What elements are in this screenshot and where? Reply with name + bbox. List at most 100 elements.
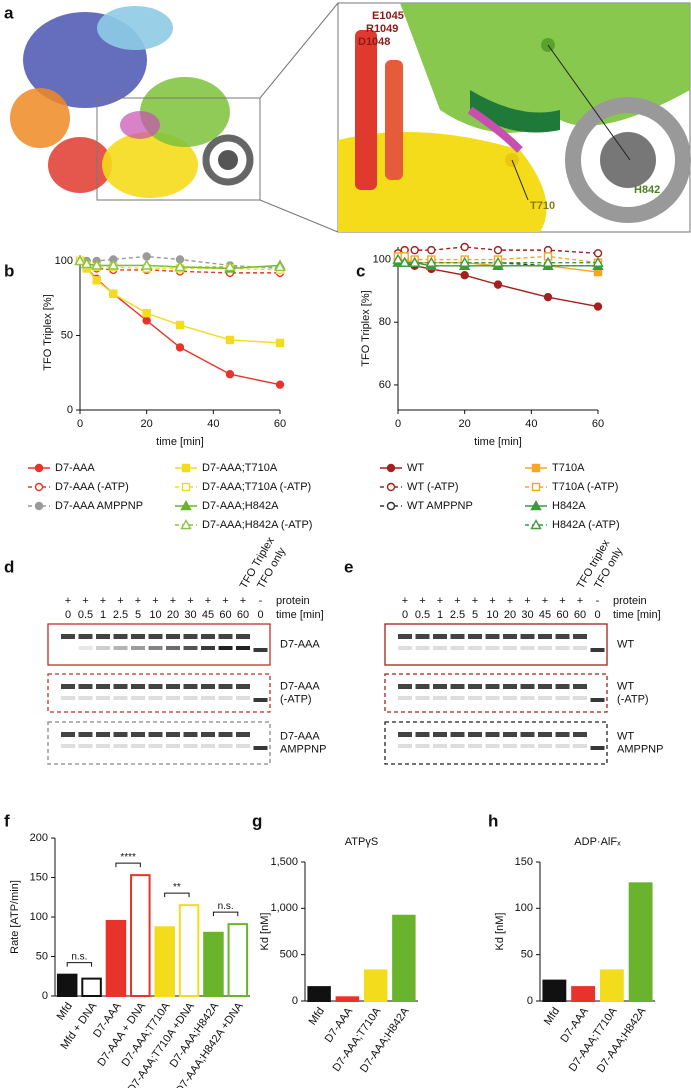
x-tick-label: 0 <box>77 418 83 430</box>
y-tick-label: 100 <box>55 255 73 267</box>
gel-band <box>520 634 535 639</box>
bar <box>307 986 331 1002</box>
gel-band <box>96 684 110 689</box>
y-tick-label: 200 <box>30 832 48 844</box>
x-tick-label: 20 <box>459 418 471 430</box>
gel-band <box>131 732 145 737</box>
legend-marker <box>34 463 44 473</box>
gel-band <box>166 646 180 650</box>
gel-band <box>503 744 517 748</box>
gel-band <box>148 732 163 737</box>
gel-band <box>433 732 447 737</box>
gel-row-label: WT <box>617 730 634 742</box>
x-tick-label: 40 <box>207 418 219 430</box>
gel-band <box>236 684 250 689</box>
time-label: 0 <box>257 609 263 621</box>
panel-letter: c <box>356 261 365 280</box>
gel-band <box>398 696 412 700</box>
gel-band <box>415 696 430 700</box>
gel-band <box>218 744 233 748</box>
gel-band <box>113 684 128 689</box>
gel-band <box>96 646 110 650</box>
protein-sign: + <box>507 595 513 607</box>
protein-sign: + <box>240 595 246 607</box>
gel-band <box>61 732 75 737</box>
marker <box>109 289 118 298</box>
time-label: 0 <box>402 609 408 621</box>
gel-band <box>253 648 268 652</box>
gel-band <box>503 732 517 737</box>
y-axis-label: TFO Triplex [%] <box>42 294 54 370</box>
gel-band <box>433 646 447 650</box>
significance-label: n.s. <box>71 951 87 962</box>
gel-frame <box>47 623 271 666</box>
gel-band <box>96 696 110 700</box>
legend-marker <box>531 482 541 492</box>
marker <box>142 308 151 318</box>
time-label: 5 <box>472 609 478 621</box>
time-label: 60 <box>219 609 231 621</box>
y-tick-label: 50 <box>36 950 48 962</box>
gel-band <box>468 634 482 639</box>
y-axis-label: Kd [nM] <box>259 913 271 951</box>
x-axis-label: time [min] <box>156 436 204 448</box>
gel-band <box>503 696 517 700</box>
time-label: 45 <box>202 609 214 621</box>
gel-band <box>520 646 535 650</box>
gel-frame <box>47 673 271 713</box>
marker <box>392 253 404 264</box>
legend-label: D7-AAA;H842A (-ATP) <box>202 519 312 531</box>
x-tick-label: 0 <box>395 418 401 430</box>
gel-band <box>148 684 163 689</box>
time-label: 20 <box>504 609 516 621</box>
legend-label: WT <box>407 462 424 474</box>
legend-label: H842A (-ATP) <box>552 519 620 531</box>
gel-band <box>520 696 535 700</box>
gel-band <box>485 732 500 737</box>
gel-band <box>590 698 605 702</box>
protein-sign: + <box>437 595 443 607</box>
marker <box>142 252 151 261</box>
gel-row-label: AMPPNP <box>280 743 326 755</box>
gel-band <box>503 634 517 639</box>
marker <box>224 260 236 272</box>
gel-band <box>590 648 605 652</box>
time-label: 20 <box>167 609 179 621</box>
residue-label: E1045 <box>372 10 404 22</box>
time-label: 0 <box>65 609 71 621</box>
gel-band <box>485 744 500 748</box>
legend-marker <box>386 501 396 511</box>
gel-band <box>148 646 163 650</box>
y-tick-label: 50 <box>521 949 533 961</box>
panel-letter: a <box>4 3 14 22</box>
time-label: 2.5 <box>113 609 128 621</box>
protein-sign: + <box>222 595 228 607</box>
gel-band <box>236 696 250 700</box>
marker <box>427 245 436 255</box>
y-tick-label: 60 <box>379 379 391 391</box>
gel-band <box>201 744 215 748</box>
bar <box>81 977 102 997</box>
y-axis-label: Rate [ATP/min] <box>9 880 21 954</box>
protein-sign: + <box>117 595 123 607</box>
gel-band <box>538 646 552 650</box>
gel-band <box>78 646 93 650</box>
gel-band <box>538 696 552 700</box>
protein-sign: + <box>419 595 425 607</box>
gel-band <box>555 696 570 700</box>
gel-band <box>96 732 110 737</box>
gel-band <box>236 732 250 737</box>
gel-band <box>538 684 552 689</box>
gel-band <box>573 634 587 639</box>
gel-band <box>113 634 128 639</box>
gel-band <box>450 744 465 748</box>
y-tick-label: 0 <box>67 404 73 416</box>
gel-band <box>450 732 465 737</box>
y-tick-label: 0 <box>42 990 48 1002</box>
time-label: 30 <box>521 609 533 621</box>
gel-band <box>415 744 430 748</box>
protein-sign: + <box>559 595 565 607</box>
gel-band <box>503 646 517 650</box>
marker <box>80 258 93 269</box>
